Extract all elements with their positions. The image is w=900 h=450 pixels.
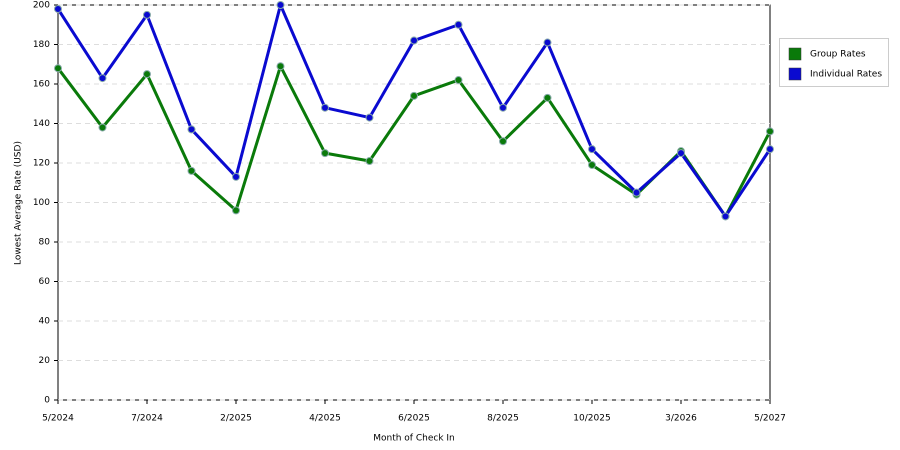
data-point	[766, 127, 774, 136]
data-point	[499, 137, 507, 146]
data-point	[54, 4, 62, 13]
x-tick-label: 8/2025	[487, 414, 519, 424]
y-tick-label: 40	[39, 317, 51, 327]
data-point	[276, 62, 285, 71]
y-tick-label: 100	[33, 198, 50, 208]
data-point	[543, 38, 552, 47]
y-tick-label: 160	[33, 80, 50, 90]
legend-label: Individual Rates	[810, 70, 882, 80]
y-tick-label: 60	[39, 277, 51, 287]
x-tick-label: 4/2025	[309, 414, 341, 424]
x-tick-label: 10/2025	[573, 414, 610, 424]
y-tick-label: 140	[33, 119, 50, 129]
x-tick-label: 3/2026	[665, 414, 697, 424]
data-point	[454, 76, 463, 85]
y-axis-label: Lowest Average Rate (USD)	[14, 141, 24, 265]
data-point	[143, 70, 151, 79]
y-tick-label: 180	[33, 40, 50, 50]
x-tick-label: 5/2024	[42, 414, 74, 424]
data-point	[143, 10, 151, 19]
x-tick-label: 7/2024	[131, 414, 163, 424]
data-point	[365, 157, 374, 166]
data-point	[321, 103, 329, 112]
series-line	[56, 64, 772, 218]
y-tick-label: 0	[44, 396, 50, 406]
data-point	[365, 113, 374, 122]
legend-swatch	[788, 47, 802, 61]
data-point	[721, 212, 730, 221]
legend-swatch	[788, 67, 802, 81]
y-tick-label: 20	[39, 356, 51, 366]
data-point	[232, 172, 240, 181]
data-point	[54, 64, 62, 73]
y-tick-label: 80	[39, 238, 51, 248]
data-point	[588, 160, 596, 169]
data-point	[232, 206, 240, 215]
data-point	[632, 188, 641, 197]
data-point	[98, 123, 107, 132]
legend-label: Group Rates	[810, 50, 866, 60]
data-point	[410, 91, 418, 100]
x-tick-label: 2/2025	[220, 414, 252, 424]
y-tick-label: 120	[33, 159, 50, 169]
data-point	[588, 145, 596, 154]
data-point	[410, 36, 418, 45]
x-axis-label: Month of Check In	[373, 434, 455, 444]
data-point	[499, 103, 507, 112]
data-point	[677, 149, 685, 158]
data-point	[321, 149, 329, 158]
x-tick-label: 6/2025	[398, 414, 430, 424]
data-point	[187, 125, 196, 134]
data-point	[276, 1, 285, 9]
y-tick-label: 200	[33, 1, 50, 11]
data-point	[187, 166, 196, 175]
data-point	[98, 74, 107, 83]
x-tick-label: 5/2027	[754, 414, 786, 424]
data-point	[543, 93, 552, 102]
data-point	[454, 20, 463, 29]
data-point	[766, 145, 774, 154]
